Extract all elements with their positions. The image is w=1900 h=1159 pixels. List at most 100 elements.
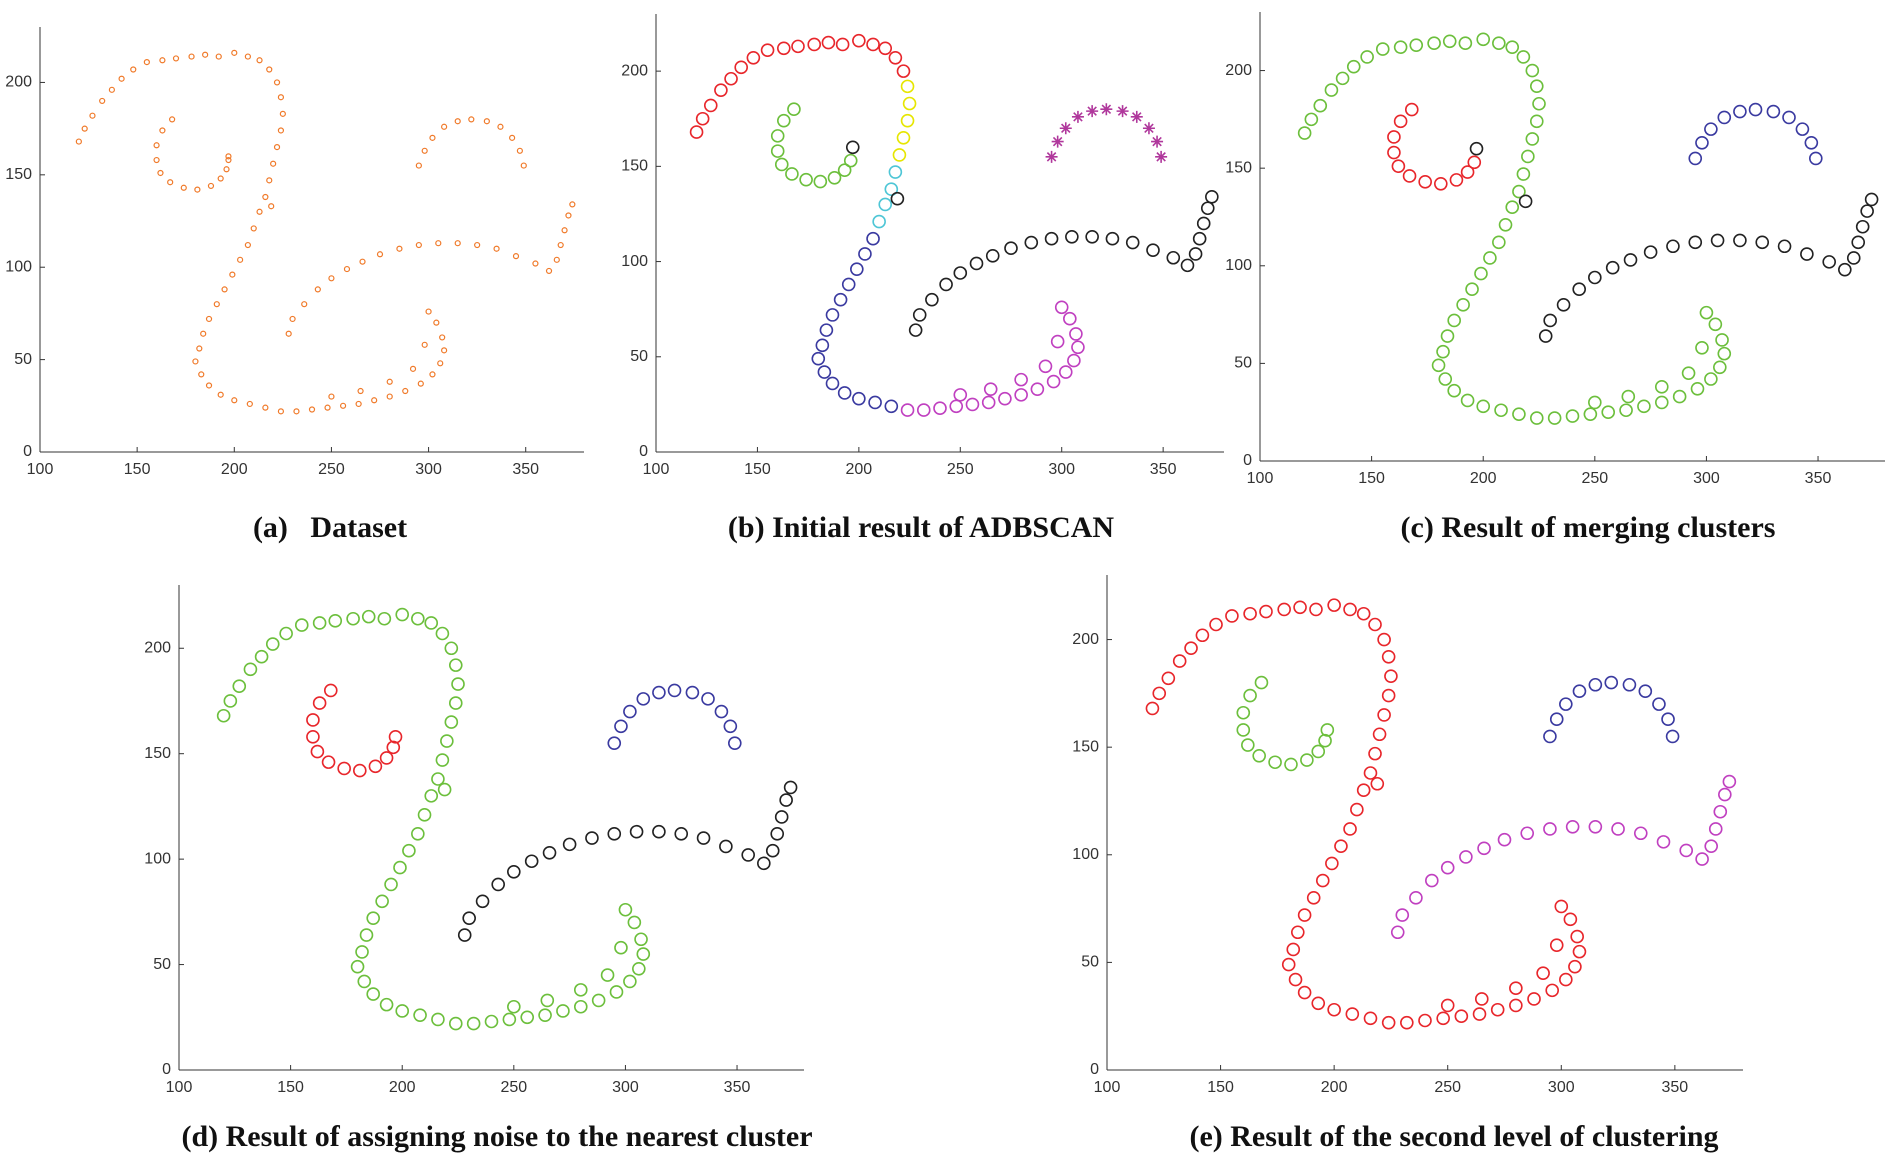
point [198,371,205,378]
point [265,637,280,651]
point [1568,959,1582,974]
point [1085,230,1099,244]
point [1722,774,1737,789]
panel: 0 50 100 150 200 100 150 200 250 300 350 (e) Result… [1072,575,1743,1153]
point [1180,258,1195,273]
point [1804,135,1819,150]
point [310,744,325,759]
point [1538,329,1553,343]
point [1565,820,1580,834]
point [562,837,577,852]
point [557,241,564,249]
point [1058,365,1073,379]
point [573,983,588,997]
point [277,94,285,101]
point [813,174,828,189]
point [858,247,872,261]
point [1375,42,1390,56]
point [545,267,553,275]
y-tick-label: 100 [621,253,648,270]
point [770,144,785,158]
point [180,184,187,191]
point [444,715,459,729]
point [1195,628,1210,643]
point [774,157,789,172]
point [634,932,648,947]
point [1315,873,1330,888]
point [1864,192,1879,207]
point [396,245,403,252]
point [614,940,628,955]
point [1418,1013,1432,1028]
point [618,902,633,917]
x-tick-label: 200 [1470,470,1497,487]
point [512,253,520,260]
y-tick-label: 200 [1072,631,1099,648]
point [561,227,568,234]
point [421,147,428,154]
point [1704,839,1718,853]
point [466,1016,481,1031]
point [366,911,380,925]
point [1395,908,1410,922]
x-tick-label: 350 [1805,470,1832,487]
point [1572,282,1586,297]
point [1748,102,1763,117]
point [1377,632,1391,647]
point [1116,105,1129,118]
point [1418,175,1432,189]
y-tick-label: 200 [1225,62,1252,79]
point [273,144,281,151]
point [256,208,263,215]
point [200,330,207,337]
point [916,403,931,417]
point [172,55,180,62]
point [1051,135,1064,148]
x-tick-label: 100 [1247,470,1274,487]
point [734,60,749,75]
point [1588,820,1603,834]
point [1766,104,1781,119]
point [776,113,791,128]
point [714,704,729,719]
point [1505,200,1520,215]
point [1733,233,1747,248]
point [359,258,366,265]
point [153,142,160,149]
point [1713,804,1728,819]
point [254,649,269,664]
y-tick-label: 150 [5,166,32,183]
point [167,179,174,186]
point [1520,826,1535,841]
point [1476,399,1491,414]
point [585,831,599,845]
point [159,57,166,64]
point [402,843,416,858]
point [1345,1007,1360,1021]
point [1460,165,1475,179]
point [457,928,472,942]
point [205,315,213,323]
point [623,974,637,989]
point [1324,83,1339,97]
point [1440,860,1455,875]
point [866,37,880,52]
x-tick-label: 100 [1094,1079,1121,1096]
point [1688,151,1703,166]
point [892,148,907,162]
point [1381,1015,1396,1030]
point [1718,787,1732,802]
x-tick-label: 350 [512,461,539,478]
point [1309,602,1323,617]
point [451,677,465,691]
point [1350,802,1364,817]
point [902,96,917,111]
point [1588,270,1602,285]
point [293,408,300,415]
point [1288,972,1303,987]
point [1795,122,1810,136]
point [411,611,425,626]
point [1205,190,1219,204]
point [689,125,704,139]
